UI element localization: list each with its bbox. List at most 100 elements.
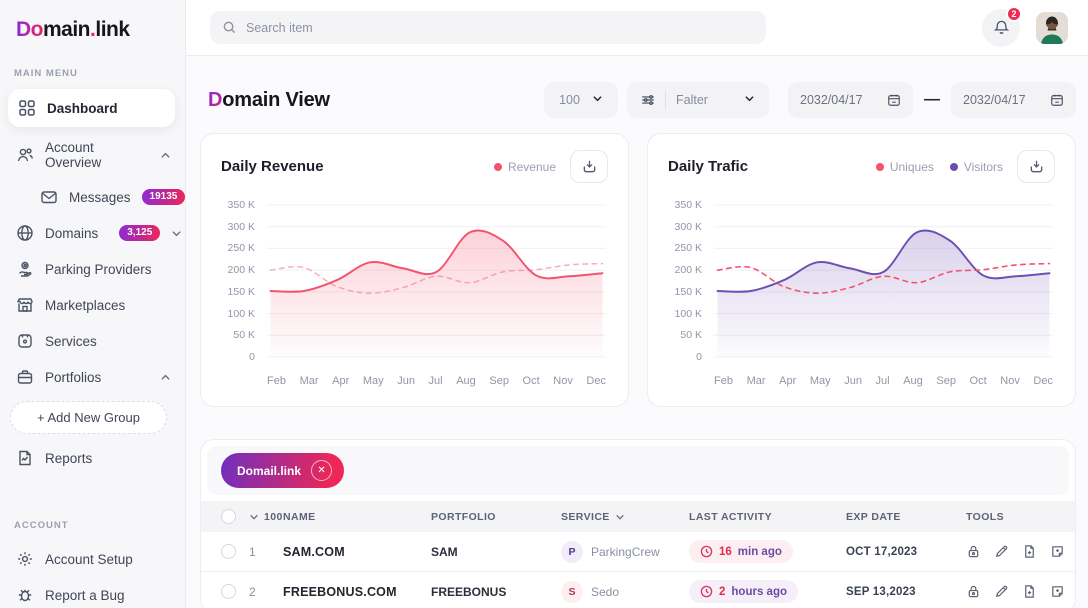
x-axis-tick-label: Dec [586,375,606,387]
lock-icon[interactable] [966,544,981,559]
row-checkbox[interactable] [221,584,236,599]
clock-icon [700,545,713,558]
topbar-right: 2 [982,5,1068,47]
legend-dot-icon [493,162,502,171]
lock-icon[interactable] [966,584,981,599]
y-axis-tick-label: 50 K [680,329,702,342]
x-axis-tick-label: Sep [489,375,509,387]
domain-filter-tag[interactable]: Domail.link ✕ [221,453,345,488]
row-checkbox[interactable] [221,544,236,559]
chevron-down-icon [250,514,258,520]
bug-icon [16,586,34,604]
header-exp-date[interactable]: EXP DATE [846,510,901,523]
avatar-image [1036,11,1068,44]
sidebar-item-portfolios[interactable]: Portfolios [0,359,185,395]
date-range-separator: — [924,91,940,108]
x-axis-tick-label: May [362,375,384,387]
sidebar-item-label: Parking Providers [45,261,152,277]
y-axis-tick-label: 250 K [674,242,702,255]
main-area: 2 Domain View 100 Falter [186,0,1088,608]
page-size-select[interactable]: 100 [544,82,618,118]
select-all-checkbox[interactable] [221,509,236,524]
activity-unit: hours ago [731,585,787,598]
search-box[interactable] [210,11,766,44]
y-axis-tick-label: 300 K [227,220,255,233]
x-axis-tick-label: Jun [397,375,415,387]
file-add-icon[interactable] [1022,584,1037,599]
sidebar-item-account-overview[interactable]: Account Overview [0,131,185,179]
date-from-input[interactable]: 2032/04/17 [788,82,913,118]
header-service[interactable]: SERVICE [561,511,689,523]
sidebar-item-marketplaces[interactable]: Marketplaces [0,287,185,323]
last-activity-pill: 16 min ago [689,540,793,563]
note-add-icon[interactable] [1050,584,1065,599]
x-axis-tick-label: Nov [1000,375,1020,387]
chevron-up-icon[interactable] [160,372,171,383]
notifications-button[interactable]: 2 [982,5,1022,47]
daily-revenue-card: Daily Revenue Revenue 350 K 300 K 250 K 200… [200,133,629,407]
header-name[interactable]: NAME [283,510,316,523]
legend-dot-icon [875,162,884,171]
chevron-down-icon [744,93,755,107]
file-add-icon[interactable] [1022,544,1037,559]
sidebar-item-domains[interactable]: Domains 3,125 [0,215,185,251]
y-axis-tick-label: 350 K [227,199,255,211]
date-to-input[interactable]: 2032/04/17 [951,82,1076,118]
sidebar-item-report-a-bug[interactable]: Report a Bug [0,577,185,608]
chevron-up-icon[interactable] [160,150,171,161]
sidebar-item-dashboard[interactable]: Dashboard [8,89,175,127]
filter-dropdown[interactable]: Falter [627,82,769,118]
service-cell: S Sedo [561,580,689,603]
header-last-activity[interactable]: LAST ACTIVITY [689,510,772,523]
domain-name[interactable]: FREEBONUS.COM [283,584,397,599]
dashboard-grid-icon [18,99,36,117]
legend-label: Revenue [507,159,556,174]
sidebar-item-label: Account Overview [45,140,102,170]
head-controls: 100 Falter 2032/04/17 — 2032/04/17 [544,82,1076,118]
download-button[interactable] [570,150,608,183]
y-axis-tick-label: 0 [249,351,255,363]
service-name: Sedo [591,584,620,599]
header-portfolio[interactable]: PORTFOLIO [431,510,496,523]
y-axis-tick-label: 150 K [674,285,702,298]
add-new-group-button[interactable]: + Add New Group [10,401,167,434]
sidebar-item-account-setup[interactable]: Account Setup [0,541,185,577]
edit-pencil-icon[interactable] [994,584,1009,599]
download-icon [583,160,595,173]
search-input[interactable] [246,20,754,35]
y-axis-tick-label: 0 [696,351,702,363]
sidebar-item-label: Reports [45,450,93,466]
row-number: 2 [249,584,256,599]
domain-name[interactable]: SAM.COM [283,544,345,559]
calendar-icon [1051,94,1063,106]
sidebar-item-reports[interactable]: Reports [0,440,185,476]
chart-canvas [266,204,607,358]
daily-traffic-card: Daily Trafic Uniques Visitors 350 K 300 K 2… [647,133,1076,407]
chart-legend: Revenue [493,159,556,174]
page-head: Domain View 100 Falter 2032/04/17 — [200,82,1076,118]
edit-pencil-icon[interactable] [994,544,1009,559]
user-avatar[interactable] [1036,11,1068,44]
note-add-icon[interactable] [1050,544,1065,559]
tools-cell [966,544,1065,559]
services-box-icon [16,332,34,350]
sidebar-item-messages[interactable]: Messages 19135 [0,179,186,215]
sidebar-item-services[interactable]: Services [0,323,185,359]
sidebar-item-label: Marketplaces [45,297,126,313]
remove-tag-icon[interactable]: ✕ [311,460,333,481]
sidebar-item-parking-providers[interactable]: Parking Providers [0,251,185,287]
topbar: 2 [186,0,1088,56]
service-initial-badge: S [561,580,583,603]
y-axis-tick-label: 50 K [233,329,255,342]
charts-row: Daily Revenue Revenue 350 K 300 K 250 K 200… [200,133,1076,407]
header-count[interactable]: 100 [249,511,283,523]
legend-label: Uniques [889,159,934,174]
x-axis-tick-label: Dec [1033,375,1053,387]
notification-count-badge: 2 [1006,5,1022,22]
chevron-down-icon[interactable] [171,228,182,239]
service-initial-badge: P [561,540,583,563]
header-service-label: SERVICE [561,510,610,523]
page-title: Domain View [208,89,330,112]
download-button[interactable] [1017,150,1055,183]
storefront-icon [16,296,34,314]
